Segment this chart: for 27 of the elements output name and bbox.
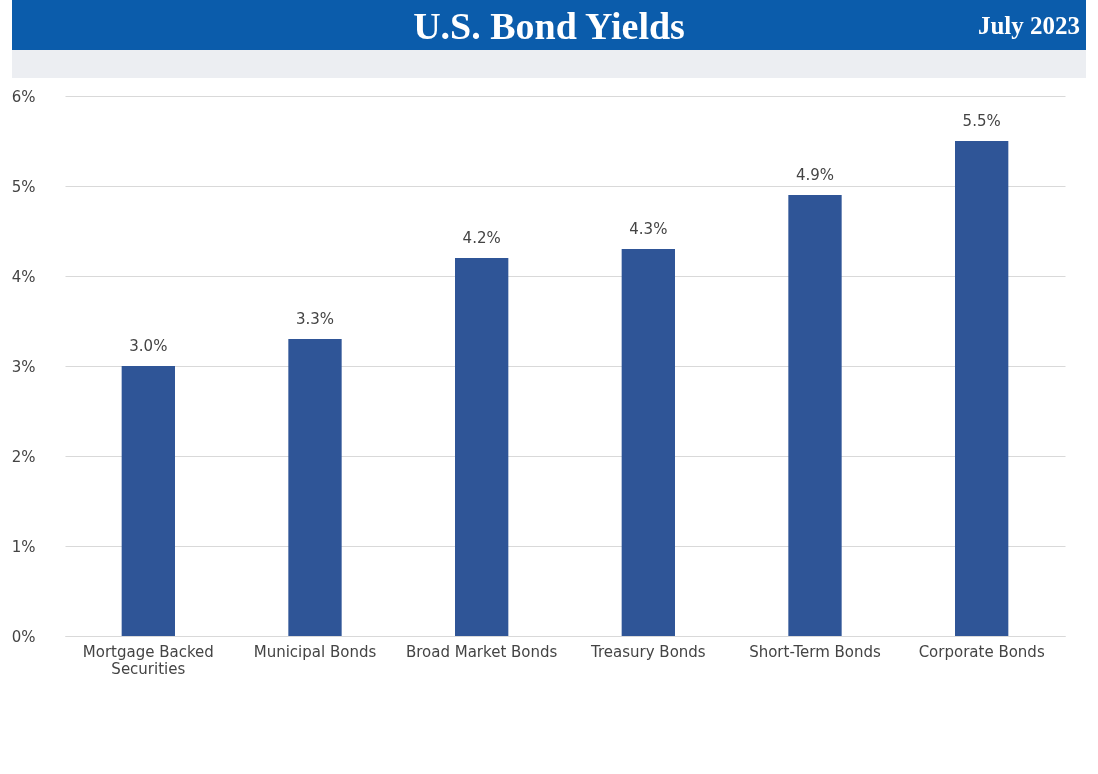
- bar: [121, 366, 175, 636]
- x-tick-label: Mortgage Backed Securities: [82, 642, 214, 678]
- data-label: 3.0%: [129, 337, 168, 355]
- chart-title: U.S. Bond Yields: [413, 5, 685, 47]
- y-tick-label: 6%: [11, 87, 36, 106]
- data-label: 4.3%: [629, 220, 668, 238]
- bar: [621, 249, 675, 636]
- x-tick-label: Municipal Bonds: [253, 642, 377, 661]
- bar: [288, 339, 342, 636]
- y-tick-label: 5%: [11, 177, 36, 196]
- data-label: 4.2%: [462, 229, 501, 247]
- bar: [955, 141, 1009, 636]
- y-tick-label: 3%: [11, 357, 36, 376]
- bar: [788, 195, 842, 636]
- y-tick-label: 1%: [11, 537, 36, 556]
- x-tick-label: Broad Market Bonds: [405, 642, 558, 661]
- y-tick-label: 0%: [11, 627, 36, 646]
- data-label: 4.9%: [795, 166, 835, 184]
- chart-subtitle: July 2023: [977, 12, 1080, 40]
- x-tick-label: Treasury Bonds: [590, 642, 706, 661]
- x-tick-label: Short-Term Bonds: [749, 642, 882, 661]
- data-label: 5.5%: [962, 112, 1001, 130]
- data-label: 3.3%: [295, 310, 335, 328]
- bar: [455, 258, 509, 636]
- x-tick-label: Corporate Bonds: [918, 642, 1045, 661]
- y-tick-label: 4%: [11, 267, 36, 286]
- y-tick-label: 2%: [11, 447, 36, 466]
